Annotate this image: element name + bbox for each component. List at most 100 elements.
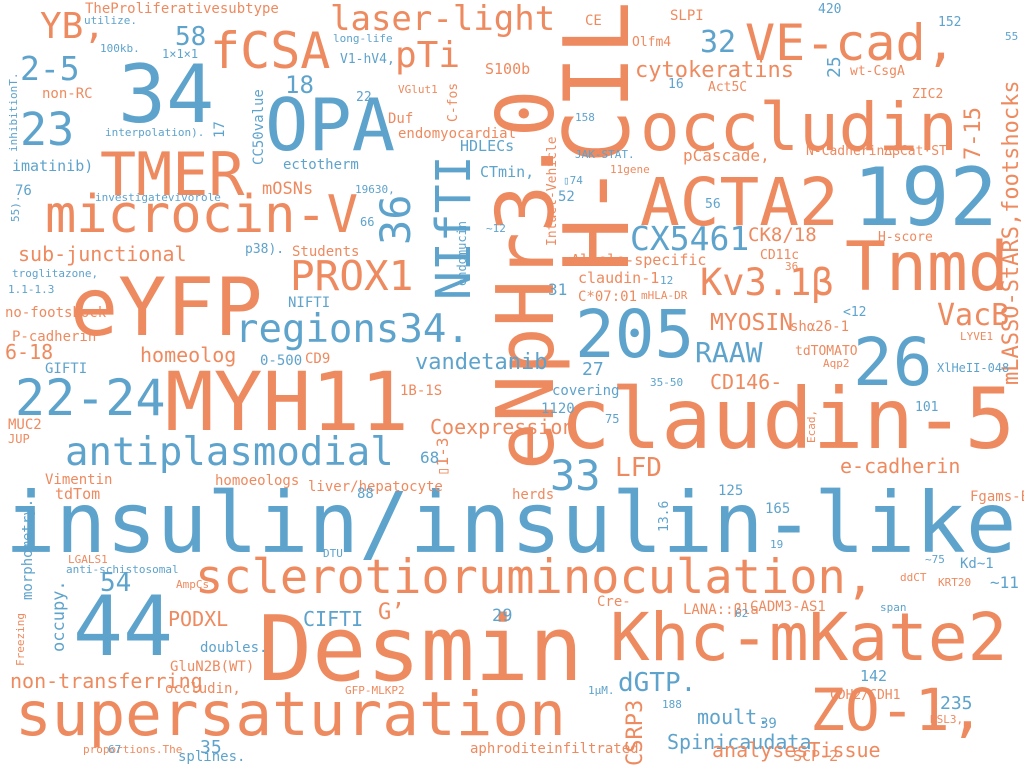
word: Allele-specific <box>571 251 706 269</box>
word: NIfTI <box>426 156 482 301</box>
word: cytokeratins <box>635 58 794 83</box>
word: tdTom <box>55 485 100 503</box>
word: MUC2 <box>8 417 42 433</box>
word: Desmin <box>258 597 583 702</box>
word: Vimentin <box>45 472 112 488</box>
word: herds <box>512 487 554 503</box>
word: 205 <box>575 296 694 373</box>
word: 22 <box>356 90 372 105</box>
word: long-life <box>333 32 393 45</box>
word: C-fos <box>446 83 461 122</box>
word: tdTOMATO <box>795 344 858 359</box>
word: mLASSO-StARS,footshocks <box>999 80 1024 385</box>
word: 142 <box>860 667 887 685</box>
word: V1-hV4, <box>340 52 395 67</box>
word: endomucin <box>455 221 469 286</box>
word: 17 <box>212 121 228 138</box>
word: 38 <box>0 0 14 3</box>
word: TMER <box>100 140 245 210</box>
word: 52 <box>558 189 575 205</box>
word: morphometry. <box>20 499 36 600</box>
word: liver/hepatocyte <box>308 479 443 495</box>
word: Intact-Vehicle <box>545 136 560 246</box>
word: investigatevivorole <box>95 191 221 204</box>
word: MYOSIN <box>710 310 793 336</box>
word: analysesTissue <box>712 738 881 762</box>
word: 36 <box>371 194 420 245</box>
word: PODXL <box>168 607 228 631</box>
word: LFD <box>615 453 662 483</box>
word: eNpHr3.0 <box>480 90 572 471</box>
word: 12 <box>660 274 673 287</box>
word: 19 <box>770 538 783 551</box>
word: JAK-STAT. <box>575 148 635 161</box>
word: Kv3.1β <box>700 261 834 304</box>
word: p38). <box>245 242 284 257</box>
word: VacB <box>937 298 1009 333</box>
word: CD9 <box>305 351 330 367</box>
word: occludin, <box>165 681 241 697</box>
word: S100b <box>485 60 530 78</box>
word: 58 <box>175 22 206 52</box>
word: 32 <box>700 25 736 60</box>
word: Olfm4 <box>632 35 671 50</box>
word: e-cadherin <box>840 454 960 478</box>
word: ~75 <box>925 553 945 566</box>
word: DTU <box>323 547 343 560</box>
word: ZIC2 <box>912 87 943 102</box>
word: 66 <box>360 215 374 229</box>
word: anti-schistosomal <box>66 563 179 576</box>
word: utilize. <box>84 14 137 27</box>
word: homeolog <box>140 343 236 367</box>
word: interpolation). <box>105 126 204 139</box>
word: 2-5 <box>20 49 80 88</box>
word: 420 <box>818 2 841 17</box>
word: CD146- <box>710 370 782 394</box>
word: H-score <box>878 230 933 245</box>
word: 29 <box>492 606 512 626</box>
word: Coexpression <box>430 415 575 439</box>
word: 56 <box>705 197 721 212</box>
word: mHLA-DR <box>641 289 688 302</box>
word: supersaturation <box>15 679 566 750</box>
word: VGlut1 <box>398 83 438 96</box>
word: mOSNs <box>262 179 313 199</box>
word: splines. <box>178 749 245 765</box>
word: YB, <box>40 6 105 47</box>
word: 34 <box>118 48 214 141</box>
word: 192 <box>853 151 998 244</box>
word: Duf <box>388 111 413 127</box>
word: 25 <box>824 56 845 78</box>
word: ddCT <box>900 571 927 584</box>
word: 16 <box>668 77 684 92</box>
word: 1μM. <box>588 684 615 697</box>
word: microcin-V <box>45 185 358 245</box>
word: 27 <box>582 359 604 380</box>
word: insulin/insulin-like <box>5 474 1016 572</box>
word: 6-18 <box>5 340 53 364</box>
word: 19630, <box>355 183 395 196</box>
word: OPA <box>265 83 395 167</box>
word: 55). <box>9 196 22 223</box>
word: eYFP <box>70 261 263 354</box>
word: P-cadherin <box>12 329 96 345</box>
word: 235 <box>940 693 973 714</box>
word: TheProliferativesubtype <box>85 1 279 17</box>
word: doubles. <box>200 640 267 656</box>
word: 26 <box>853 324 932 401</box>
word: VE-cad, <box>745 14 956 72</box>
word: ACTA2 <box>640 164 839 241</box>
word: pTi <box>395 35 460 76</box>
word: 0-500 <box>260 353 302 369</box>
word: 158 <box>575 111 595 124</box>
word: H-CIL <box>545 1 650 272</box>
word: XlHeII-048 <box>937 361 1009 375</box>
word: ~12 <box>486 222 506 235</box>
word: Students <box>292 244 359 260</box>
word: CADM3-AS1 <box>750 599 826 615</box>
word: Aqp2 <box>823 357 850 370</box>
word: vandetanib <box>415 350 547 375</box>
word: RSL3, <box>930 713 963 726</box>
word: Tnmd <box>845 228 1009 307</box>
